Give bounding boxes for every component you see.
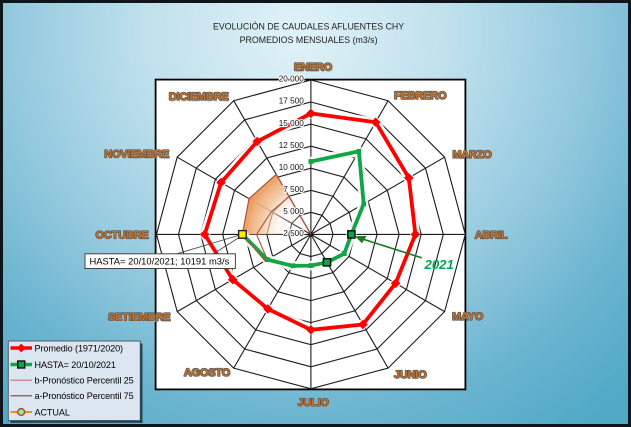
svg-text:a-Pronóstico Percentil 75: a-Pronóstico Percentil 75 <box>35 391 134 401</box>
svg-text:NOVIEMBRE: NOVIEMBRE <box>104 149 169 161</box>
svg-text:OCTUBRE: OCTUBRE <box>96 230 149 242</box>
svg-text:ENERO: ENERO <box>294 62 333 74</box>
svg-text:Promedio (1971/2020): Promedio (1971/2020) <box>35 343 124 353</box>
svg-text:JULIO: JULIO <box>298 397 330 409</box>
svg-text:ENERO: ENERO <box>295 63 334 75</box>
svg-text:SETIEMBRE: SETIEMBRE <box>108 312 170 324</box>
svg-text:AGOSTO: AGOSTO <box>185 368 232 380</box>
svg-text:JUNIO: JUNIO <box>394 369 427 381</box>
svg-text:MAYO: MAYO <box>452 311 484 323</box>
svg-text:2021: 2021 <box>424 257 454 272</box>
svg-text:b-Pronóstico Percentil 25: b-Pronóstico Percentil 25 <box>35 376 134 386</box>
svg-text:ABRIL: ABRIL <box>476 231 509 243</box>
svg-text:JULIO: JULIO <box>299 398 331 410</box>
svg-text:PROMEDIOS MENSUALES (m3/s): PROMEDIOS MENSUALES (m3/s) <box>240 35 378 45</box>
svg-text:5 000: 5 000 <box>283 207 304 216</box>
svg-text:AGOSTO: AGOSTO <box>184 367 231 379</box>
svg-text:17 500: 17 500 <box>279 97 304 106</box>
svg-text:SETIEMBRE: SETIEMBRE <box>109 313 171 325</box>
svg-text:HASTA= 20/10/2021; 10191 m3/s: HASTA= 20/10/2021; 10191 m3/s <box>90 256 230 267</box>
svg-text:HASTA= 20/10/2021: HASTA= 20/10/2021 <box>35 360 116 370</box>
svg-text:DICIEMBRE: DICIEMBRE <box>170 92 230 104</box>
svg-text:15 000: 15 000 <box>279 119 304 128</box>
svg-text:JUNIO: JUNIO <box>395 370 428 382</box>
svg-text:OCTUBRE: OCTUBRE <box>97 231 150 243</box>
svg-text:DICIEMBRE: DICIEMBRE <box>169 91 229 103</box>
svg-text:NOVIEMBRE: NOVIEMBRE <box>105 150 170 162</box>
svg-text:EVOLUCIÓN DE CAUDALES AFLUENTE: EVOLUCIÓN DE CAUDALES AFLUENTES CHY <box>213 21 404 31</box>
svg-text:12 500: 12 500 <box>279 141 304 150</box>
svg-text:7 500: 7 500 <box>283 185 304 194</box>
svg-text:ABRIL: ABRIL <box>475 230 508 242</box>
svg-text:MARZO: MARZO <box>452 149 492 161</box>
svg-text:FEBRERO: FEBRERO <box>395 91 448 103</box>
svg-text:20 000: 20 000 <box>279 75 304 84</box>
svg-text:MAYO: MAYO <box>453 312 485 324</box>
svg-text:MARZO: MARZO <box>453 150 493 162</box>
svg-text:ACTUAL: ACTUAL <box>35 407 70 417</box>
svg-text:10 000: 10 000 <box>279 163 304 172</box>
svg-text:FEBRERO: FEBRERO <box>394 90 447 102</box>
svg-text:2 500: 2 500 <box>283 229 304 238</box>
